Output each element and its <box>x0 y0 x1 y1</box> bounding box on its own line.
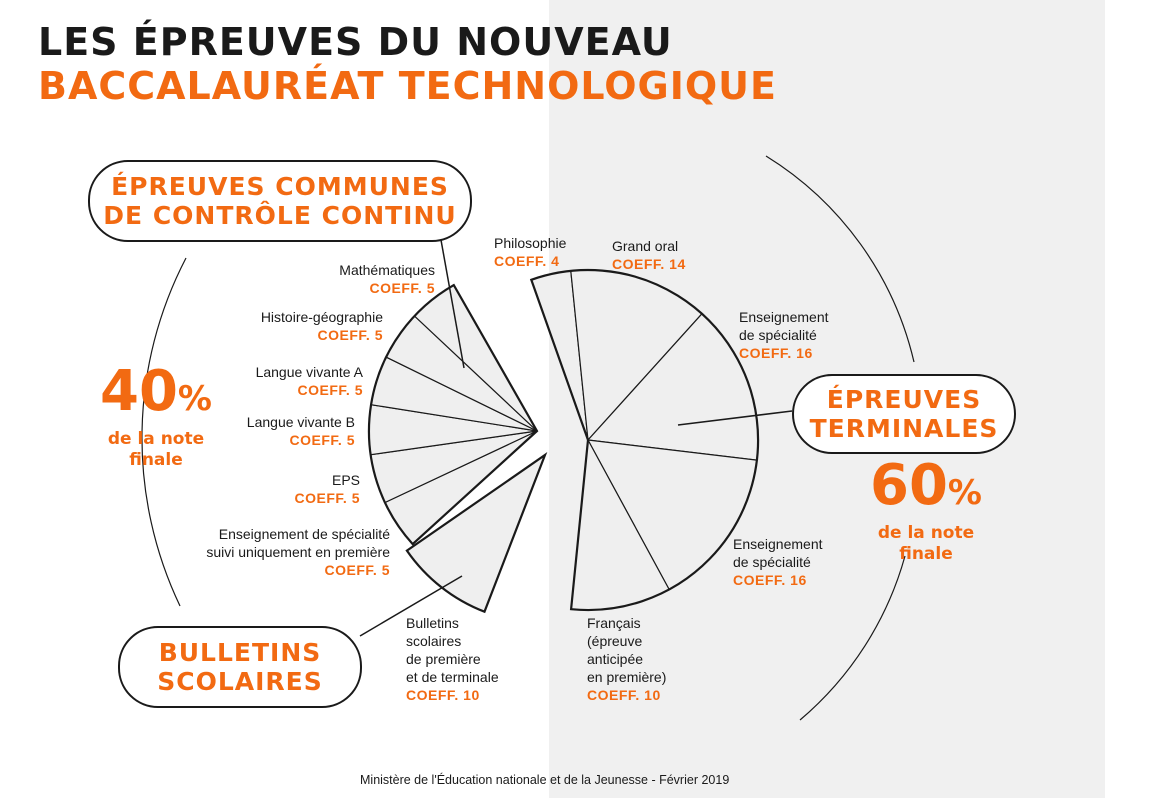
share-right: 60% de la note finale <box>856 456 996 565</box>
callout-line-bulletins <box>359 575 463 637</box>
decor-arc-right-bottom <box>799 555 906 721</box>
share-left: 40% de la note finale <box>86 362 226 471</box>
pie-group-outline-0 <box>367 283 539 546</box>
share-left-value: 40% <box>99 359 212 424</box>
label-francais: Français (épreuve anticipée en première)… <box>587 615 667 703</box>
label-eps: EPS COEFF. 5 <box>294 472 360 506</box>
share-left-caption-1: de la note <box>107 429 205 449</box>
box-epreuves-communes: ÉPREUVES COMMUNES DE CONTRÔLE CONTINU <box>88 160 472 242</box>
box-epreuves-communes-line2: DE CONTRÔLE CONTINU <box>103 201 457 230</box>
label-langue-vivante-a: Langue vivante A COEFF. 5 <box>255 364 363 398</box>
share-right-caption-1: de la note <box>877 523 975 543</box>
label-langue-vivante-b: Langue vivante B COEFF. 5 <box>246 414 355 448</box>
page-title-line1: LES ÉPREUVES DU NOUVEAU <box>38 20 673 64</box>
decor-arcs <box>141 155 915 721</box>
label-histoire-geographie: Histoire-géographie COEFF. 5 <box>260 309 383 343</box>
share-right-value: 60% <box>869 453 982 518</box>
box-epreuves-communes-line1: ÉPREUVES COMMUNES <box>111 172 449 201</box>
footer-source: Ministère de l'Éducation nationale et de… <box>360 773 730 787</box>
decor-arc-left <box>141 257 187 607</box>
label-specialite-premiere: Enseignement de spécialité suivi uniquem… <box>206 526 390 578</box>
pie-group-outline-2 <box>529 269 760 612</box>
page-title-line2: BACCALAURÉAT TECHNOLOGIQUE <box>38 64 777 108</box>
label-grand-oral: Grand oral COEFF. 14 <box>612 238 686 272</box>
box-epreuves-terminales-line2: TERMINALES <box>809 414 999 443</box>
callout-lines <box>359 239 793 637</box>
label-bulletins: Bulletins scolaires de première et de te… <box>406 615 499 703</box>
decor-arc-right-top <box>765 155 915 363</box>
callout-line-controle <box>440 239 465 369</box>
pie-group-outline-1 <box>405 452 548 614</box>
label-mathematiques: Mathématiques COEFF. 5 <box>339 262 435 296</box>
box-epreuves-terminales: ÉPREUVES TERMINALES <box>792 374 1016 454</box>
label-philosophie: Philosophie COEFF. 4 <box>494 235 567 269</box>
share-left-caption-2: finale <box>129 450 183 470</box>
box-bulletins-scolaires-line1: BULLETINS <box>158 638 322 667</box>
box-bulletins-scolaires-line2: SCOLAIRES <box>157 667 323 696</box>
label-specialite-1: Enseignement de spécialité COEFF. 16 <box>739 309 829 361</box>
box-epreuves-terminales-line1: ÉPREUVES <box>826 385 982 414</box>
label-specialite-2: Enseignement de spécialité COEFF. 16 <box>733 536 823 588</box>
box-bulletins-scolaires: BULLETINS SCOLAIRES <box>118 626 362 708</box>
callout-line-terminales <box>677 410 793 426</box>
share-right-caption-2: finale <box>899 544 953 564</box>
pie-slices <box>367 269 760 614</box>
